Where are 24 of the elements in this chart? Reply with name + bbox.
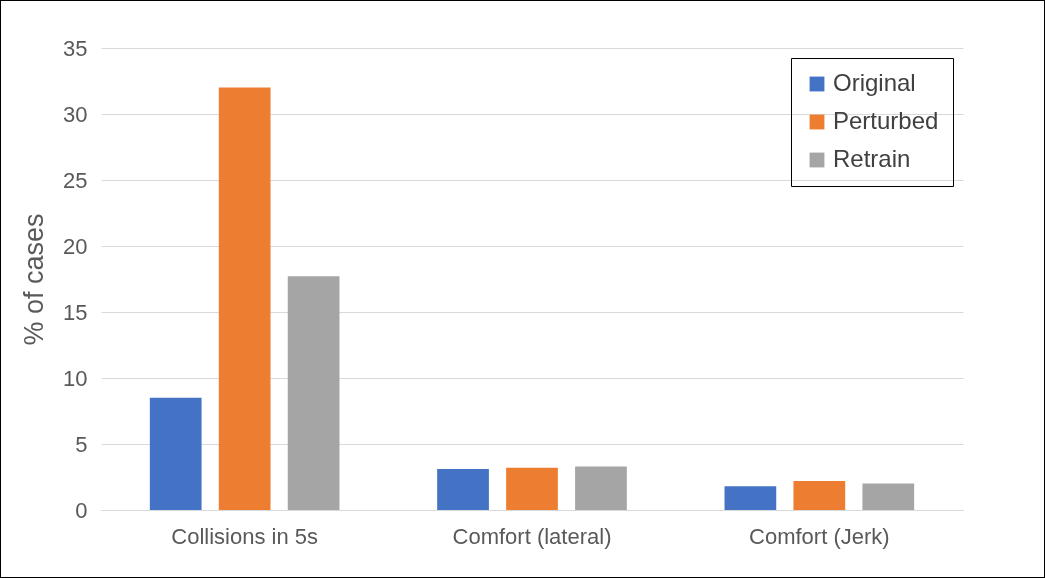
- x-tick-label: Comfort (Jerk): [749, 523, 890, 549]
- y-tick-label: 5: [75, 431, 88, 457]
- y-tick-label: 20: [63, 233, 88, 259]
- y-tick-label: 0: [75, 497, 88, 523]
- y-tick-label: 35: [63, 35, 88, 61]
- y-tick-label: 15: [63, 299, 88, 325]
- bar: [218, 87, 271, 510]
- bar: [862, 483, 915, 510]
- bar: [287, 276, 340, 510]
- legend-label: Retrain: [833, 145, 911, 172]
- bar: [506, 467, 558, 510]
- y-tick-label: 30: [63, 101, 88, 127]
- bar: [793, 480, 846, 510]
- y-axis-title: % of cases: [19, 213, 50, 346]
- y-tick-label: 25: [63, 167, 88, 193]
- legend-label: Perturbed: [833, 107, 939, 134]
- y-tick-label: 10: [63, 365, 88, 391]
- bar: [724, 486, 777, 510]
- bar: [149, 397, 202, 510]
- bar: [437, 469, 489, 510]
- x-tick-label: Collisions in 5s: [171, 523, 319, 549]
- legend-label: Original: [833, 69, 916, 96]
- x-tick-label: Comfort (lateral): [452, 523, 612, 549]
- bar: [575, 466, 627, 510]
